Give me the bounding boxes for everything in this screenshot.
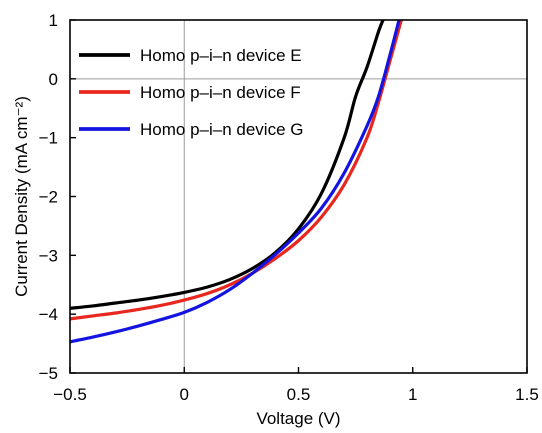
series-line-1 (70, 20, 385, 310)
plot-frame (69, 19, 528, 374)
y-tick-label: −4 (39, 305, 58, 324)
x-axis-label: Voltage (V) (256, 409, 340, 428)
legend-label-3: Homo p–i–n device G (140, 120, 303, 139)
x-tick-label: 1 (408, 385, 417, 404)
zero-reference-lines (70, 20, 527, 373)
y-tick-label: −3 (39, 246, 58, 265)
y-tick-label: −2 (39, 188, 58, 207)
x-tick-label: −0.5 (53, 385, 87, 404)
legend: Homo p–i–n device E Homo p–i–n device F Ho… (79, 46, 303, 139)
x-tick-label: 1.5 (515, 385, 539, 404)
legend-label-2: Homo p–i–n device F (140, 83, 301, 102)
y-tick-label: −1 (39, 129, 58, 148)
series-layer (70, 20, 403, 344)
y-axis-ticks: −5 −4 −3 −2 −1 0 1 (39, 11, 76, 383)
y-axis-label: Current Density (mA cm⁻²) (12, 96, 31, 297)
y-tick-label: 1 (49, 11, 58, 30)
x-axis-ticks: −0.5 0 0.5 1 1.5 (53, 367, 539, 404)
x-tick-label: 0 (180, 385, 189, 404)
y-tick-label: 0 (49, 70, 58, 89)
x-tick-label: 0.5 (287, 385, 311, 404)
legend-label-1: Homo p–i–n device E (140, 46, 302, 65)
y-tick-label: −5 (39, 364, 58, 383)
series-line-3 (70, 20, 401, 344)
